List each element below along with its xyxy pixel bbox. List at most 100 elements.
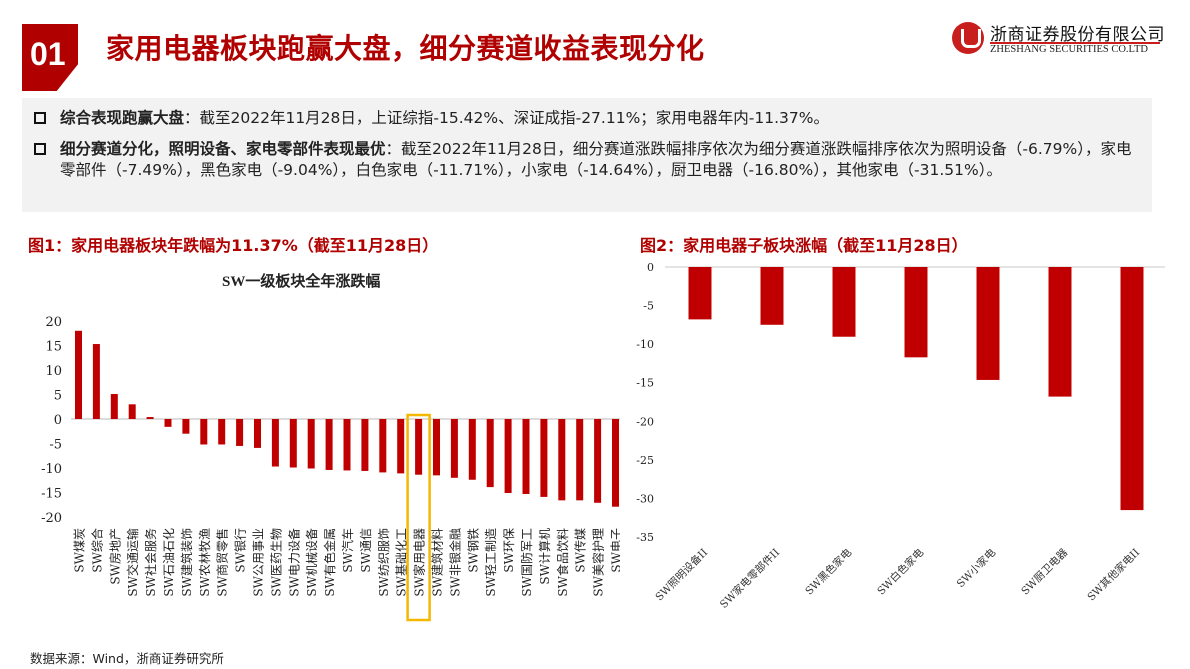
y-tick-label: -5 [643,300,654,313]
bar [164,419,172,427]
chart1-container: SW一级板块全年涨跌幅 [22,258,622,628]
data-source-note: 数据来源：Wind，浙商证券研究所 [30,651,224,666]
square-bullet-icon [34,112,46,124]
y-tick-label: 20 [45,315,62,330]
bar [486,419,494,488]
x-category-label: SW建筑材料 [430,528,445,597]
bar [236,419,244,446]
x-category-label: SW银行 [234,528,248,573]
bar [182,419,190,434]
section-number: 01 [30,36,66,72]
x-category-label: SW农林牧渔 [198,528,212,597]
bar [468,419,476,480]
x-category-label: SW家电零部件II [717,546,782,611]
x-category-label: SW环保 [502,528,516,573]
logo-company-name-en: ZHESHANG SECURITIES CO.LTD [990,44,1148,55]
bar [450,419,458,478]
logo-divider [990,42,1160,44]
y-tick-label: 0 [647,261,654,274]
x-category-label: SW交通运输 [125,528,140,597]
bullet-heading: 综合表现跑赢大盘 [60,109,185,127]
y-tick-label: 0 [54,413,62,428]
bar [1120,267,1144,511]
bar [760,267,784,325]
x-category-label: SW轻工制造 [484,528,498,597]
bar [146,417,154,419]
summary-bullet: 综合表现跑赢大盘：截至2022年11月28日，上证综指-15.42%、深证成指-… [32,108,1142,129]
bar [688,267,712,320]
x-category-label: SW国防军工 [519,528,534,597]
bar [379,419,387,473]
x-category-label: SW综合 [89,528,104,573]
y-tick-label: -35 [636,531,654,544]
bullet-heading: 细分赛道分化，照明设备、家电零部件表现最优 [60,140,386,158]
bar [343,419,351,471]
chart1-title: SW一级板块全年涨跌幅 [222,274,381,290]
x-category-label: SW黑色家电 [803,546,855,598]
x-category-label: SW美容护理 [591,528,606,597]
x-category-label: SW电力设备 [287,528,301,597]
logo-emblem-icon [952,22,984,54]
bar [271,419,279,467]
bar [832,267,856,337]
logo-company-name-cn: 浙商证券股份有限公司 [990,25,1165,45]
bar [576,419,584,501]
page-title: 家用电器板块跑赢大盘，细分赛道收益表现分化 [106,32,705,65]
bar [612,419,619,507]
x-category-label: SW电子 [610,528,621,573]
bar [200,419,208,445]
summary-box: 综合表现跑赢大盘：截至2022年11月28日，上证综指-15.42%、深证成指-… [22,98,1152,212]
bar [976,267,1000,380]
figure1-caption: 图1：家用电器板块年跌幅为11.37%（截至11月28日） [28,236,439,255]
bar [397,419,405,474]
x-category-label: SW计算机 [537,528,552,585]
x-category-label: SW基础化工 [395,528,409,597]
summary-bullet: 细分赛道分化，照明设备、家电零部件表现最优：截至2022年11月28日，细分赛道… [32,139,1142,181]
x-category-label: SW商贸零售 [215,528,230,597]
figure2-caption: 图2：家用电器子板块涨幅（截至11月28日） [640,236,968,255]
bar [92,344,100,419]
section-number-badge: 01 [22,24,78,91]
y-tick-label: -10 [41,462,62,477]
y-tick-label: 5 [54,389,62,404]
y-tick-label: -20 [636,415,654,428]
square-bullet-icon [34,143,46,155]
x-category-label: SW房地产 [107,528,122,585]
x-category-label: SW食品饮料 [555,528,570,597]
y-tick-label: 15 [45,340,62,355]
bar [504,419,512,493]
y-tick-label: -15 [636,377,654,390]
y-tick-label: -15 [41,487,62,502]
company-logo: 浙商证券股份有限公司 ZHESHANG SECURITIES CO.LTD [952,20,1165,60]
bar [540,419,548,497]
x-category-label: SW汽车 [340,528,355,573]
bar [415,419,423,475]
bar [75,330,82,419]
bar [325,419,333,470]
x-category-label: SW有色金属 [322,528,337,597]
x-category-label: SW白色家电 [875,546,927,598]
x-category-label: SW石油石化 [162,528,176,597]
x-category-label: SW社会服务 [143,528,158,597]
x-category-label: SW其他家电II [1085,546,1142,603]
y-tick-label: -10 [636,338,654,351]
bar [110,394,118,419]
bar [558,419,566,501]
bar [904,267,928,358]
bar [433,419,440,476]
y-tick-label: -30 [636,492,654,505]
x-category-label: SW公用事业 [252,528,266,597]
bar [254,419,261,448]
y-tick-label: -25 [636,454,654,467]
x-category-label: SW传媒 [573,528,588,573]
y-tick-label: -20 [41,511,62,526]
y-tick-label: 10 [45,364,62,379]
bar [307,419,315,469]
bullet-text: ：截至2022年11月28日，细分赛道涨跌幅排序依次为细分赛道涨跌幅排序依次为照… [60,140,1132,179]
x-category-label: SW建筑装饰 [179,528,194,597]
x-category-label: SW厨卫电器 [1019,546,1071,598]
bar [128,404,136,419]
chart2-plot: 0 -5 -10 -15 -20 -25 -30 -35 SW照明设备II SW家电零部件II SW… [636,261,1165,611]
x-category-label: SW家用电器 [412,528,427,597]
